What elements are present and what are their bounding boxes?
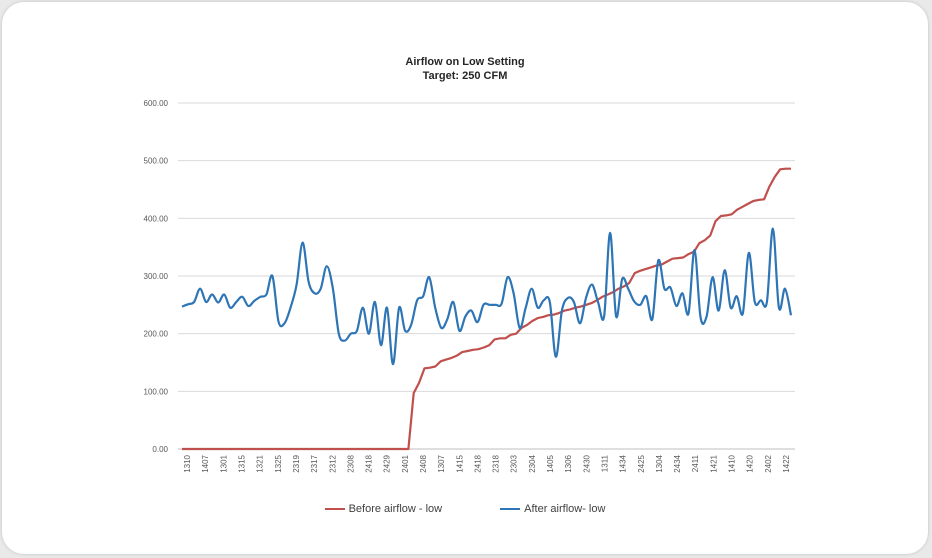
x-tick-label: 1410: [727, 454, 736, 472]
x-tick-label: 1307: [437, 454, 446, 472]
x-tick-label: 2401: [401, 454, 410, 472]
x-tick-label: 2318: [492, 454, 501, 472]
x-tick-label: 1415: [455, 454, 464, 472]
chart-title: Airflow on Low Setting: [405, 56, 525, 68]
x-tick-label: 1434: [619, 454, 628, 472]
x-tick-label: 1422: [782, 454, 791, 472]
y-tick-label: 500.00: [144, 157, 169, 166]
x-tick-label: 2319: [292, 454, 301, 472]
legend-label-after: After airflow- low: [524, 503, 606, 515]
x-tick-label: 2312: [328, 454, 337, 472]
x-tick-label: 1304: [655, 454, 664, 472]
y-tick-label: 0.00: [152, 445, 168, 454]
x-tick-label: 2317: [310, 454, 319, 472]
x-tick-label: 2429: [383, 454, 392, 472]
x-tick-label: 2402: [764, 454, 773, 472]
x-tick-label: 1315: [238, 454, 247, 472]
x-tick-label: 2418: [473, 454, 482, 472]
chart-title-block: Airflow on Low Setting Target: 250 CFM: [2, 55, 928, 83]
x-tick-label: 1310: [183, 454, 192, 472]
x-tick-label: 2303: [510, 454, 519, 472]
y-tick-label: 600.00: [144, 99, 169, 108]
legend-label-before: Before airflow - low: [348, 503, 443, 515]
x-tick-label: 1306: [564, 454, 573, 472]
x-tick-label: 2408: [419, 454, 428, 472]
chart-subtitle: Target: 250 CFM: [422, 70, 508, 82]
legend-item-before: Before airflow - low: [324, 503, 443, 515]
x-tick-label: 1405: [546, 454, 555, 472]
x-tick-label: 1421: [709, 454, 718, 472]
series-line-after: [181, 227, 793, 366]
y-tick-label: 400.00: [144, 214, 169, 223]
series-line-before: [182, 167, 791, 451]
x-tick-label: 1325: [274, 454, 283, 472]
x-tick-label: 2418: [365, 454, 374, 472]
x-tick-label: 1311: [600, 454, 609, 472]
legend-swatch-after: [500, 508, 521, 510]
x-tick-label: 2308: [346, 454, 355, 472]
x-tick-label: 1420: [746, 454, 755, 472]
x-tick-label: 1321: [256, 454, 265, 472]
x-tick-label: 2425: [637, 454, 646, 472]
legend-item-after: After airflow- low: [500, 503, 605, 515]
y-tick-label: 100.00: [144, 387, 169, 396]
x-tick-label: 1301: [219, 454, 228, 472]
x-tick-label: 2430: [582, 454, 591, 472]
x-tick-label: 1407: [201, 454, 210, 472]
legend-swatch-before: [324, 508, 345, 510]
chart-legend: Before airflow - low After airflow- low: [2, 503, 928, 515]
y-tick-label: 300.00: [144, 272, 169, 281]
x-tick-label: 2304: [528, 454, 537, 472]
x-tick-label: 2411: [691, 454, 700, 472]
y-tick-label: 200.00: [144, 330, 169, 339]
x-tick-label: 2434: [673, 454, 682, 472]
